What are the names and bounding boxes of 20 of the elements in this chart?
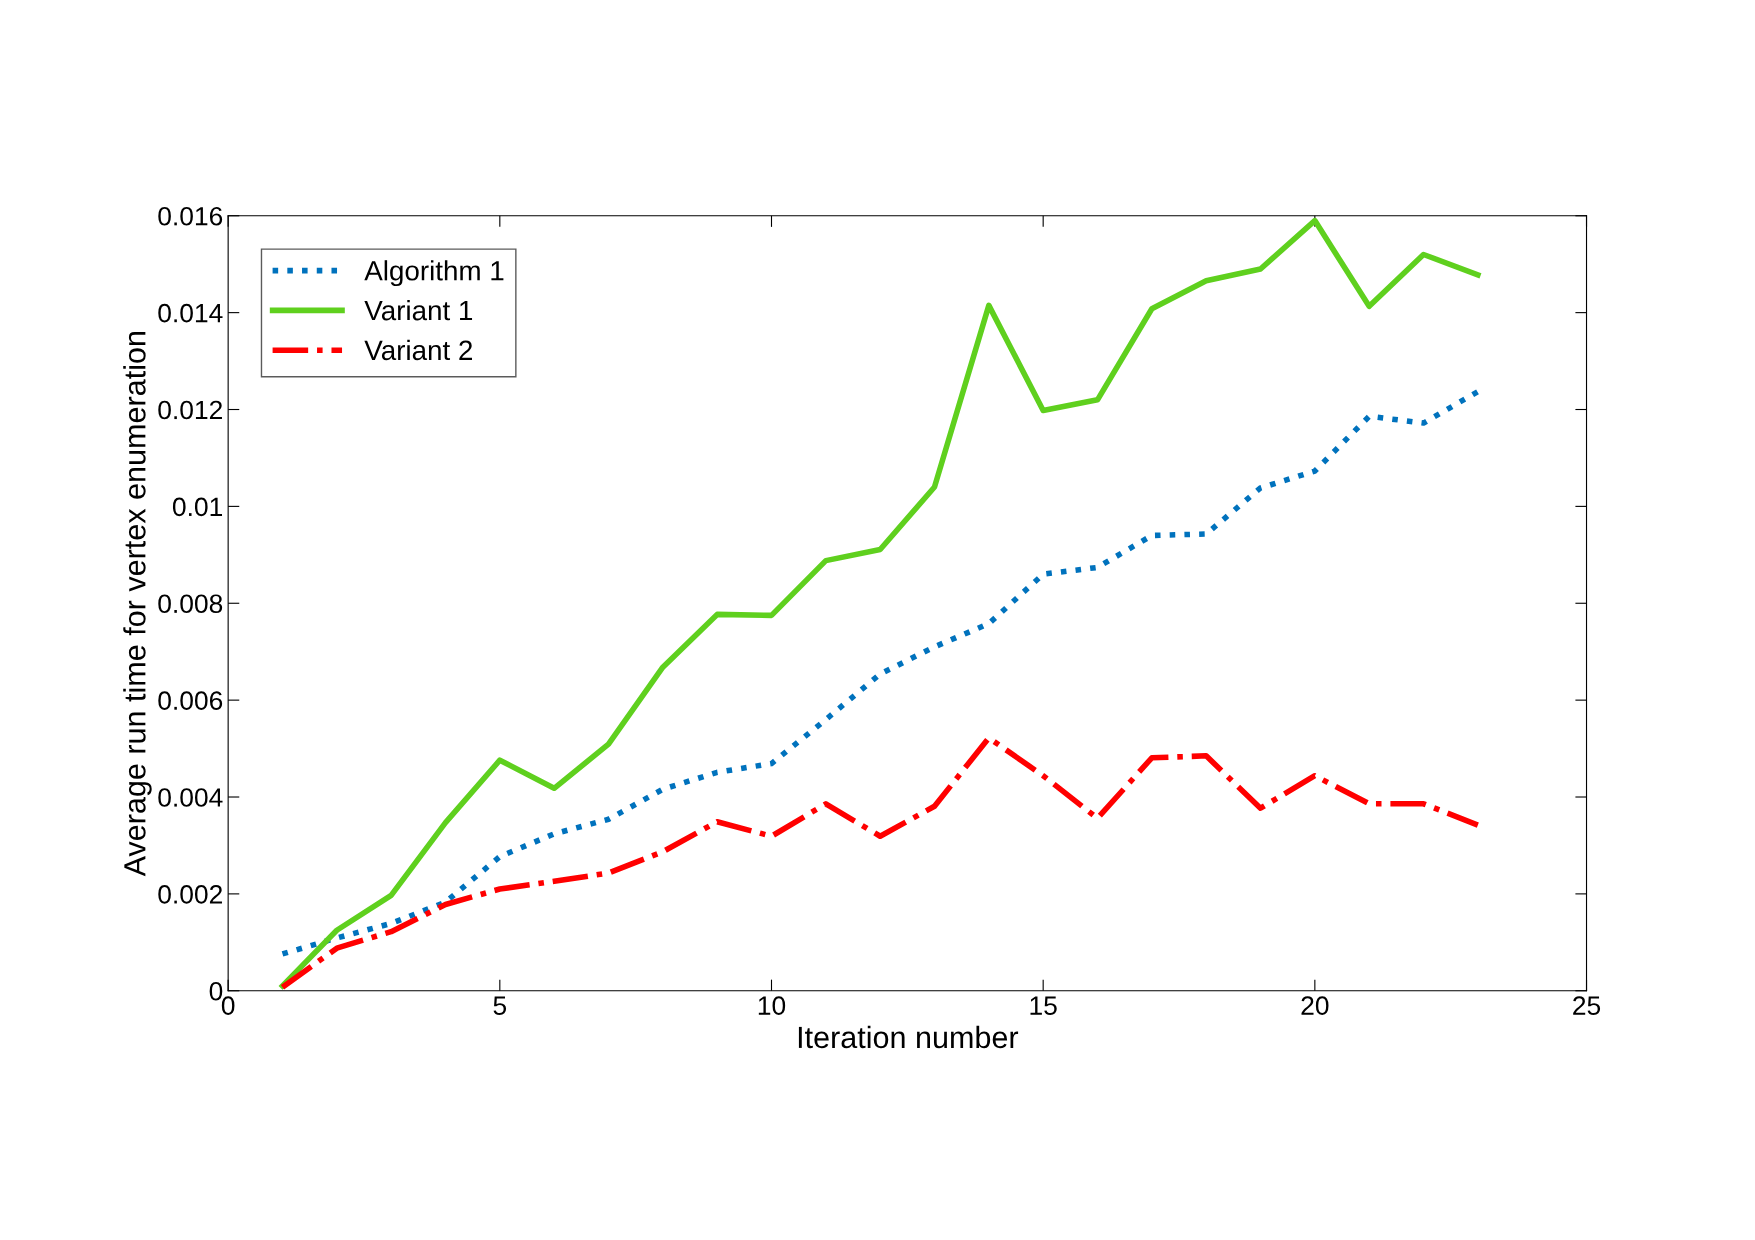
- y-tick-label: 0.006: [158, 691, 223, 710]
- y-axis-title: Average run time for vertex enumeration: [123, 332, 152, 877]
- legend-label: Variant 2: [364, 339, 472, 361]
- x-axis-title: Iteration number: [798, 1025, 1019, 1049]
- y-tick-label: 0.016: [158, 206, 223, 226]
- legend-label: Variant 1: [364, 299, 473, 321]
- x-tick-label: 0: [221, 996, 235, 1015]
- x-tick-label: 25: [1573, 996, 1601, 1015]
- x-tick-label: 10: [758, 996, 786, 1015]
- x-tick-label: 20: [1301, 996, 1329, 1015]
- y-tick-label: 0: [209, 981, 223, 1001]
- y-tick-label: 0.008: [158, 594, 223, 614]
- y-tick-label: 0.002: [158, 885, 222, 904]
- x-tick-label: 5: [493, 996, 507, 1015]
- y-tick-label: 0.012: [158, 400, 222, 420]
- y-tick-label: 0.01: [172, 497, 223, 517]
- x-tick-label: 15: [1030, 996, 1057, 1015]
- y-tick-label: 0.004: [158, 788, 223, 807]
- legend-label: Algorithm 1: [364, 260, 504, 287]
- y-tick-label: 0.014: [158, 303, 223, 323]
